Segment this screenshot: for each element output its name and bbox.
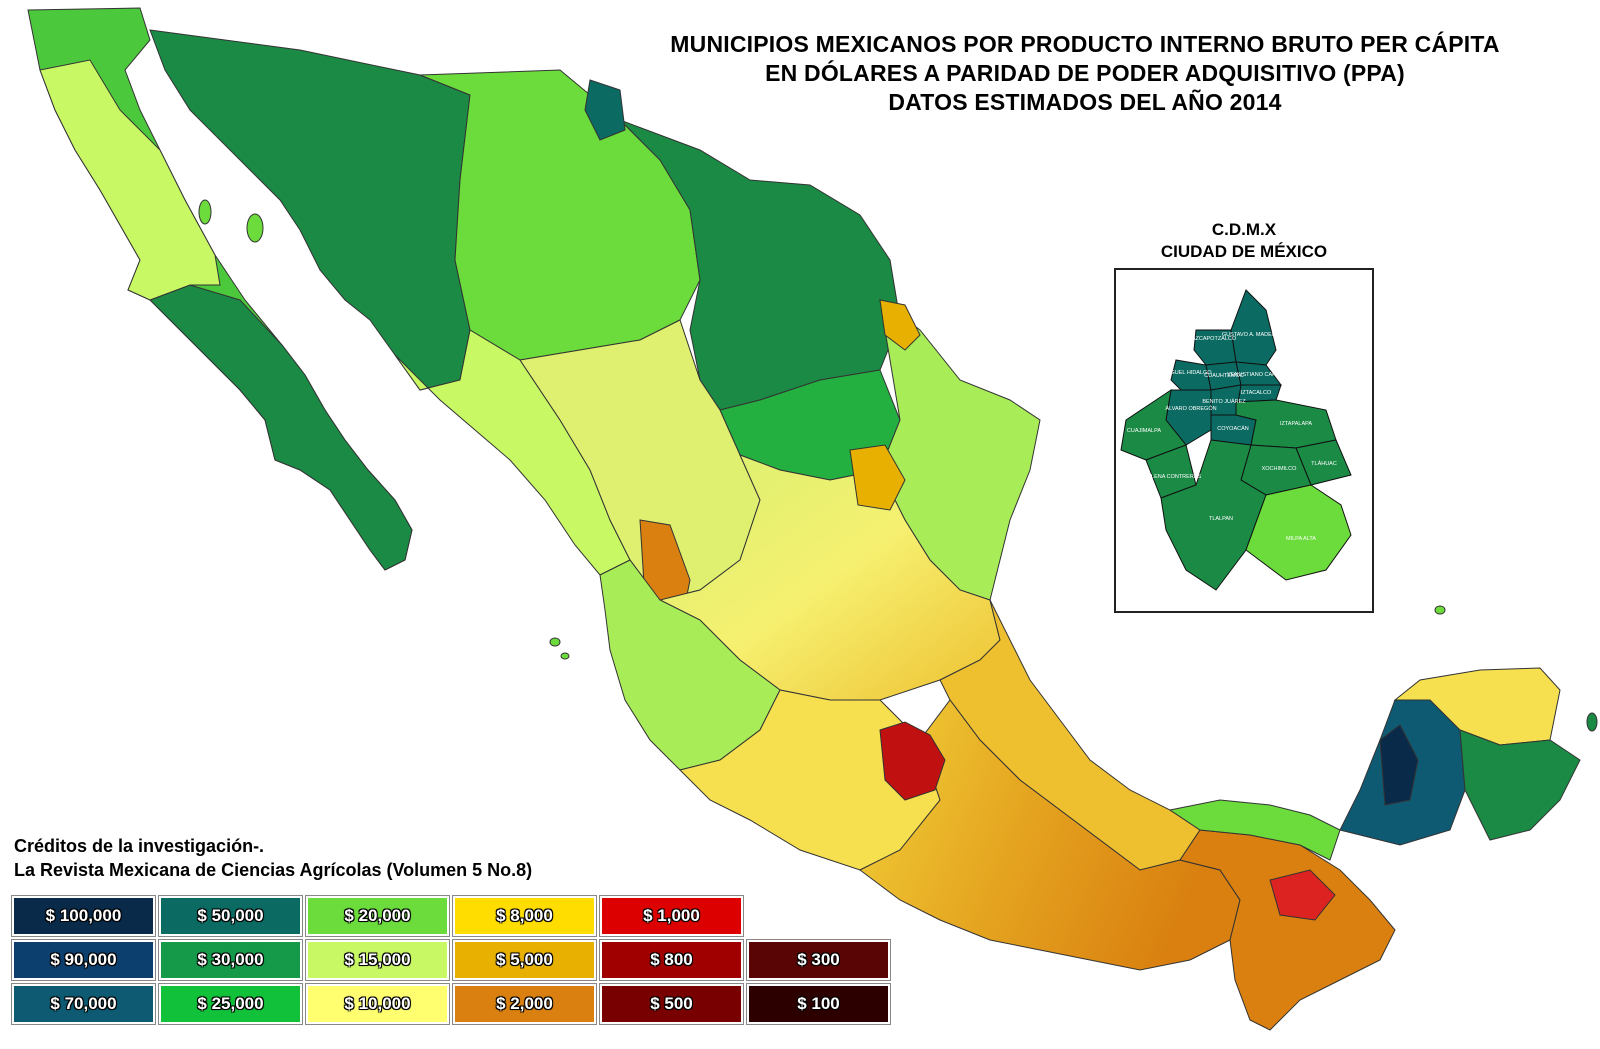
- legend-label: $ 2,000: [496, 994, 553, 1013]
- inset-district-label: MIGUEL HIDALGO: [1164, 370, 1212, 376]
- inset-district-label: IZTAPALAPA: [1280, 421, 1312, 427]
- legend-swatch-800: $ 800: [599, 939, 744, 981]
- legend-swatch-100: $ 100: [746, 983, 891, 1025]
- baja-california-sur-region: [149, 284, 413, 571]
- tabasco-region: [1168, 799, 1341, 861]
- legend-label: $ 15,000: [344, 950, 411, 969]
- legend-label: $ 20,000: [344, 906, 411, 925]
- inset-title: C.D.M.X CIUDAD DE MÉXICO: [1114, 219, 1374, 263]
- legend-label: $ 50,000: [197, 906, 264, 925]
- legend-swatch-500: $ 500: [599, 983, 744, 1025]
- inset-district-label: CUAJIMALPA: [1127, 428, 1161, 434]
- north-dark-patch: [584, 79, 626, 141]
- baja-north-light-region: [39, 59, 221, 301]
- island-tiburon: [246, 213, 264, 243]
- legend-label: $ 30,000: [197, 950, 264, 969]
- inset-district-label: CUAUHTÉMOC: [1204, 372, 1243, 379]
- island-tres-marias: [560, 652, 570, 660]
- legend-swatch-25000: $ 25,000: [158, 983, 303, 1025]
- legend-swatch-8000: $ 8,000: [452, 895, 597, 937]
- gustavo-a-madero: [1230, 289, 1277, 366]
- legend-swatch-300: $ 300: [746, 939, 891, 981]
- legend-swatch-5000: $ 5,000: [452, 939, 597, 981]
- legend-label: $ 25,000: [197, 994, 264, 1013]
- island-revillagigedo: [549, 637, 561, 647]
- durango-orange-patch: [849, 444, 906, 511]
- inset-district-label: TLALPAN: [1209, 516, 1233, 522]
- legend-swatch-1000: $ 1,000: [599, 895, 744, 937]
- legend-label: $ 800: [650, 950, 693, 969]
- title-line-3: DATOS ESTIMADOS DEL AÑO 2014: [888, 89, 1282, 115]
- map-title: MUNICIPIOS MEXICANOS POR PRODUCTO INTERN…: [590, 30, 1580, 117]
- legend-label: $ 10,000: [344, 994, 411, 1013]
- legend-label: $ 5,000: [496, 950, 553, 969]
- credits-line-2: La Revista Mexicana de Ciencias Agrícola…: [14, 860, 533, 880]
- campeche-dark-region: [1379, 724, 1419, 806]
- inset-district-label: VENUSTIANO CARRANZA: [1227, 372, 1295, 378]
- island-alacranes: [1434, 605, 1446, 615]
- chiapas-region: [1179, 829, 1396, 1031]
- title-line-2: EN DÓLARES A PARIDAD DE PODER ADQUISITIV…: [765, 60, 1405, 86]
- credits-line-1: Créditos de la investigación-.: [14, 836, 265, 856]
- chiapas-red-patch: [1269, 869, 1336, 921]
- legend-label: $ 100,000: [45, 906, 122, 925]
- inset-title-line-2: CIUDAD DE MÉXICO: [1160, 242, 1328, 261]
- credits: Créditos de la investigación-. La Revist…: [14, 834, 532, 882]
- legend-swatch-15000: $ 15,000: [305, 939, 450, 981]
- inset-district-label: XOCHIMILCO: [1262, 466, 1298, 472]
- legend-label: $ 8,000: [496, 906, 553, 925]
- inset-district-label: AZCAPOTZALCO: [1192, 336, 1237, 342]
- legend-label: $ 1,000: [643, 906, 700, 925]
- inset-district-label: GUSTAVO A. MADERO: [1222, 332, 1281, 338]
- legend-label: $ 100: [797, 994, 840, 1013]
- yucatan-region: [1393, 667, 1561, 746]
- island-angel: [198, 199, 212, 225]
- inset-district-label: ÁLVARO OBREGÓN: [1165, 405, 1216, 412]
- legend-label: $ 300: [797, 950, 840, 969]
- inset-district-label: MAGDALENA CONTRERAS: [1131, 474, 1202, 480]
- legend-swatch-100000: $ 100,000: [11, 895, 156, 937]
- nuevo-leon-yellow-patch: [879, 299, 921, 351]
- legend-label: $ 70,000: [50, 994, 117, 1013]
- inset-district-label: TLÁHUAC: [1311, 460, 1337, 467]
- inset-district-label: MILPA ALTA: [1286, 536, 1316, 542]
- central-red-cluster: [879, 721, 946, 801]
- legend-swatch-70000: $ 70,000: [11, 983, 156, 1025]
- title-line-1: MUNICIPIOS MEXICANOS POR PRODUCTO INTERN…: [670, 31, 1500, 57]
- inset-district-label: IZTACALCO: [1241, 390, 1272, 396]
- legend-swatch-10000: $ 10,000: [305, 983, 450, 1025]
- legend-swatch-20000: $ 20,000: [305, 895, 450, 937]
- inset-district-label: BENITO JUÁREZ: [1202, 398, 1246, 405]
- legend-swatch-30000: $ 30,000: [158, 939, 303, 981]
- inset-title-line-1: C.D.M.X: [1211, 220, 1277, 239]
- quintana-roo-region: [1459, 729, 1581, 841]
- legend-swatch-50000: $ 50,000: [158, 895, 303, 937]
- legend-swatch-2000: $ 2,000: [452, 983, 597, 1025]
- inset-district-label: COYOACÁN: [1217, 425, 1249, 432]
- island-cozumel: [1586, 712, 1598, 732]
- legend-swatch-90000: $ 90,000: [11, 939, 156, 981]
- legend-label: $ 500: [650, 994, 693, 1013]
- milpa-alta: [1245, 484, 1352, 581]
- legend-label: $ 90,000: [50, 950, 117, 969]
